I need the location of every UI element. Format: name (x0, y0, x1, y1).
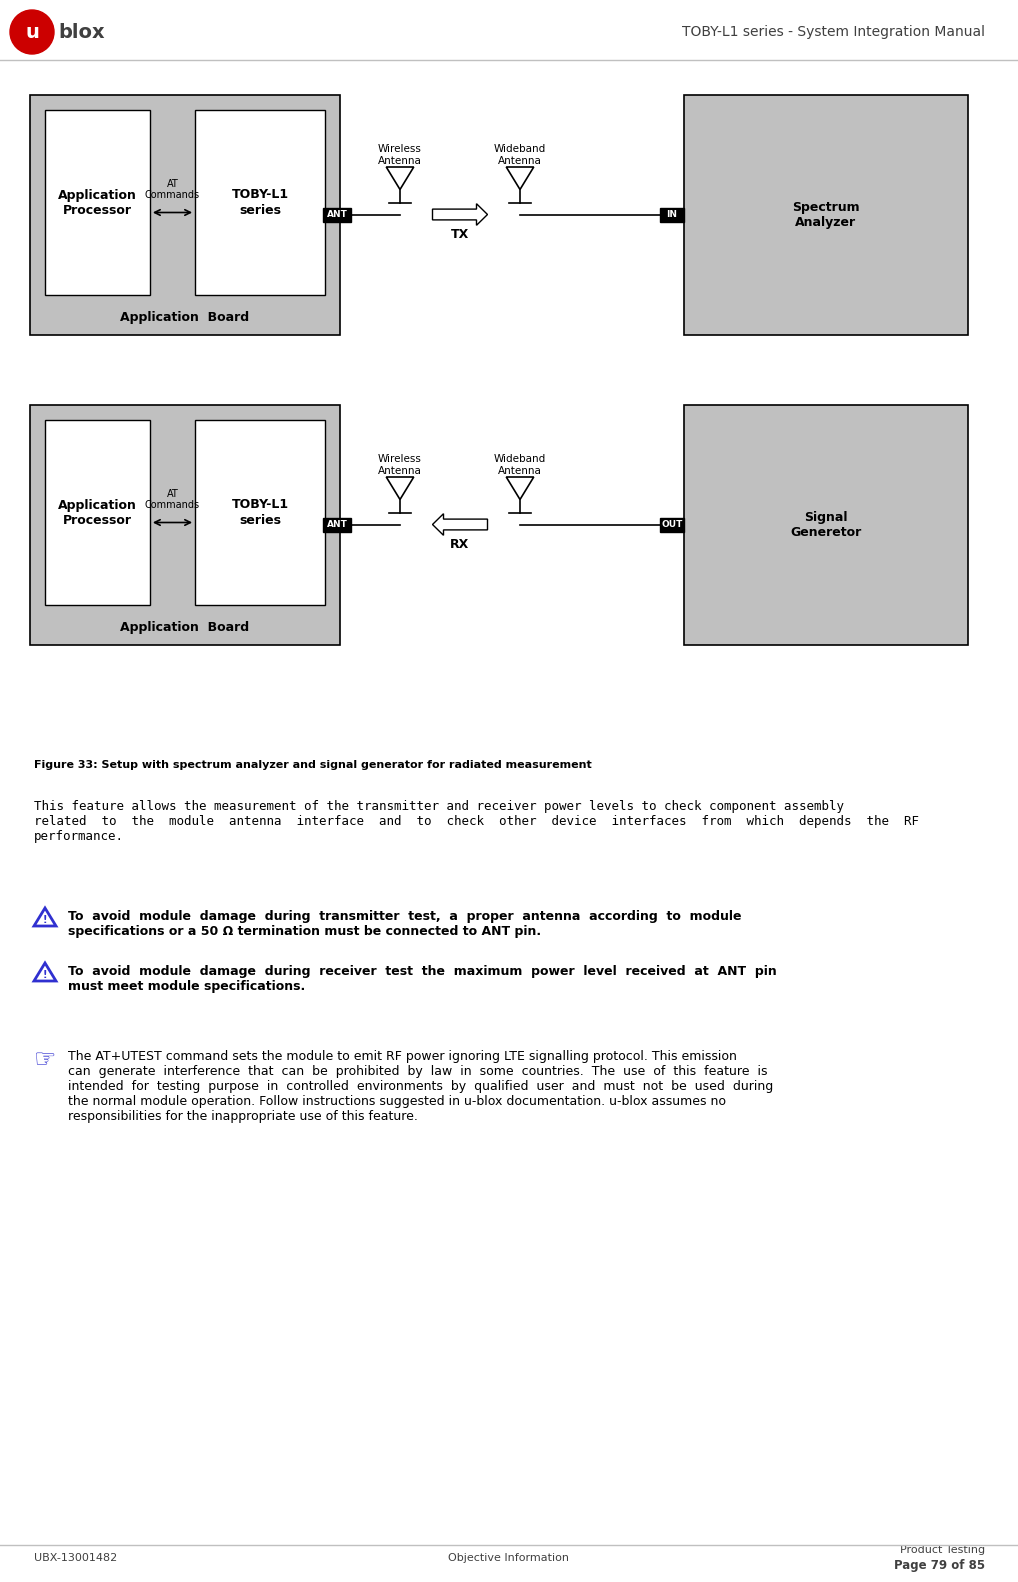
Polygon shape (34, 908, 56, 925)
Text: Application  Board: Application Board (120, 620, 249, 633)
Text: blox: blox (58, 22, 105, 41)
Bar (323, 517, 351, 532)
Text: Wideband
Antenna: Wideband Antenna (494, 454, 546, 476)
Polygon shape (386, 478, 413, 500)
Polygon shape (34, 963, 56, 981)
Bar (684, 95, 968, 335)
Text: u: u (25, 22, 39, 41)
Bar (45, 419, 150, 604)
Text: Application  Board: Application Board (120, 310, 249, 323)
Bar (684, 405, 968, 645)
Text: AT
Commands: AT Commands (145, 489, 201, 511)
Bar (30, 95, 340, 335)
Text: IN: IN (667, 210, 678, 218)
Text: ANT: ANT (327, 520, 347, 528)
Polygon shape (386, 168, 413, 190)
Text: OUT: OUT (662, 520, 683, 528)
Bar (660, 207, 684, 221)
Text: Wireless
Antenna: Wireless Antenna (378, 454, 421, 476)
Bar (45, 111, 150, 294)
Text: Application
Processor: Application Processor (58, 498, 137, 527)
Text: Application
Processor: Application Processor (58, 188, 137, 217)
Polygon shape (433, 514, 488, 535)
Text: AT
Commands: AT Commands (145, 179, 201, 201)
Text: This feature allows the measurement of the transmitter and receiver power levels: This feature allows the measurement of t… (34, 800, 919, 843)
Text: Wideband
Antenna: Wideband Antenna (494, 144, 546, 166)
Polygon shape (506, 168, 533, 190)
Text: UBX-13001482: UBX-13001482 (34, 1554, 117, 1563)
Text: Signal
Generetor: Signal Generetor (790, 511, 861, 539)
Polygon shape (506, 478, 533, 500)
Text: To  avoid  module  damage  during  receiver  test  the  maximum  power  level  r: To avoid module damage during receiver t… (68, 965, 777, 993)
Text: RX: RX (450, 538, 469, 551)
Bar (195, 111, 325, 294)
Bar (30, 405, 340, 645)
Circle shape (10, 9, 54, 54)
Text: Wireless
Antenna: Wireless Antenna (378, 144, 421, 166)
Text: Product Testing: Product Testing (900, 1546, 985, 1555)
Text: Spectrum
Analyzer: Spectrum Analyzer (792, 201, 860, 229)
Text: ANT: ANT (327, 210, 347, 218)
Text: ☞: ☞ (34, 1047, 56, 1073)
Text: The AT+UTEST command sets the module to emit RF power ignoring LTE signalling pr: The AT+UTEST command sets the module to … (68, 1050, 774, 1123)
Text: !: ! (43, 970, 47, 979)
Bar (660, 517, 684, 532)
Text: To  avoid  module  damage  during  transmitter  test,  a  proper  antenna  accor: To avoid module damage during transmitte… (68, 910, 741, 938)
Bar (323, 207, 351, 221)
Polygon shape (433, 204, 488, 225)
Text: !: ! (43, 914, 47, 925)
Text: Objective Information: Objective Information (449, 1554, 569, 1563)
Text: Page 79 of 85: Page 79 of 85 (894, 1558, 985, 1571)
Text: TOBY-L1 series - System Integration Manual: TOBY-L1 series - System Integration Manu… (682, 25, 985, 40)
Text: Figure 33: Setup with spectrum analyzer and signal generator for radiated measur: Figure 33: Setup with spectrum analyzer … (34, 759, 591, 770)
Text: TOBY-L1
series: TOBY-L1 series (231, 188, 288, 217)
Bar (195, 419, 325, 604)
Text: TX: TX (451, 228, 469, 240)
Text: TOBY-L1
series: TOBY-L1 series (231, 498, 288, 527)
